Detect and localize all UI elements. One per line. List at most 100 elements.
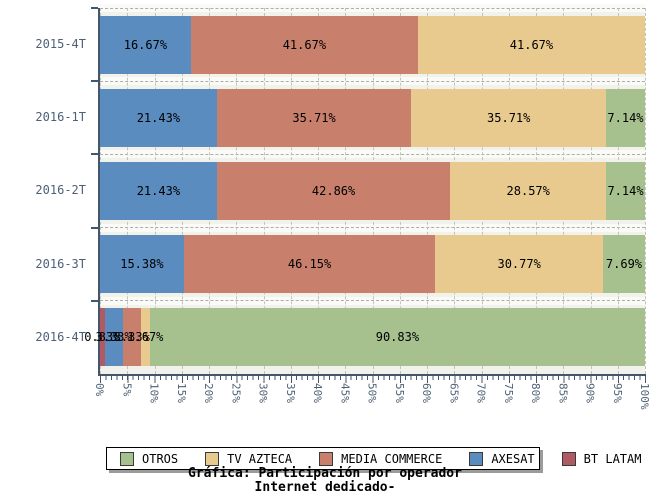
bar-segment-value: 35.71% (487, 110, 531, 125)
x-tick-label: 25% (229, 383, 243, 403)
bar-segment-axesat: 21.43% (100, 162, 217, 220)
y-axis-line (98, 8, 100, 376)
legend-label: MEDIA COMMERCE (341, 451, 443, 466)
legend-item-bt-latam: BT LATAM (561, 451, 642, 466)
category-label: 2016-4T (35, 329, 86, 344)
x-tick-label: 90% (583, 383, 597, 403)
y-axis-tick (91, 80, 98, 83)
x-tick-label: 20% (202, 383, 215, 403)
x-tick-label: 45% (338, 383, 352, 403)
bar-segment-value: 16.67% (123, 37, 168, 52)
plot-area: 16.67% 41.67% 41.67% 21.43% 35.71% 35.71% 7.14… (84, 4, 646, 374)
x-tick-label: 100% (638, 383, 650, 410)
bar-2016-2T: 21.43% 42.86% 28.57% 7.14% (100, 162, 645, 220)
bar-segment-value: 90.83% (375, 330, 420, 345)
bar-segment-value: 0.83% (84, 330, 121, 345)
legend-swatch (561, 451, 576, 466)
legend: OTROS TV AZTECA MEDIA COMMERCE AXESAT BT LAT… (106, 447, 641, 470)
bar-segment-value: 7.69% (605, 257, 643, 272)
x-tick-label: 85% (556, 383, 570, 403)
bar-2016-4T: 0.83% 3.33% 3.33% 1.67% 90.83% (84, 308, 645, 367)
legend-label: TV AZTECA (227, 451, 293, 466)
legend-item-otros: OTROS (120, 451, 179, 466)
gridline-vertical (645, 8, 646, 374)
bar-segment-bt-latam: 0.83% (84, 308, 120, 367)
bar-segment-tv-azteca: 30.77% (435, 235, 604, 294)
bar-segment-tv-azteca: 41.67% (417, 15, 645, 74)
bar-segment-value: 35.71% (292, 110, 336, 125)
bar-segment-otros: 90.83% (149, 308, 645, 367)
x-axis-labels: 0% 5% 10% 15% 20% 25% 30% 35% 40% 45% 50% 55% 60% 65%… (93, 383, 650, 431)
bar-segment-axesat: 16.67% (100, 15, 191, 74)
bar-segment-value: 21.43% (136, 110, 181, 125)
x-tick-label: 15% (174, 383, 188, 403)
chart-title: Gráfica: Participación por operador (188, 466, 462, 481)
bar-segment-value: 3.33% (95, 330, 132, 345)
x-tick-label: 10% (147, 383, 161, 403)
bar-segment-value: 42.86% (311, 184, 356, 198)
bar-segment-value: 15.38% (120, 257, 164, 272)
y-axis-tick (91, 226, 98, 229)
chart-caption: Gráfica: Participación por operador Inte… (0, 467, 650, 495)
bar-segment-media-commerce: 41.67% (190, 15, 418, 74)
x-tick-label: 95% (610, 383, 624, 403)
bar-segment-media-commerce: 42.86% (216, 162, 451, 220)
bar-segment-value: 28.57% (506, 184, 550, 198)
category-label: 2016-2T (35, 183, 86, 198)
x-tick-label: 40% (311, 383, 324, 403)
bar-segment-tv-azteca: 28.57% (450, 162, 607, 220)
legend-item-axesat: AXESAT (469, 451, 535, 466)
x-tick-label: 75% (501, 383, 515, 403)
bar-segment-otros: 7.14% (606, 88, 645, 147)
x-tick-label: 70% (474, 383, 488, 403)
bar-segment-value: 41.67% (509, 37, 554, 52)
legend-swatch (120, 451, 134, 466)
bar-segment-value: 46.15% (287, 257, 332, 272)
bar-2016-1T: 21.43% 35.71% 35.71% 7.14% (100, 88, 645, 147)
legend-label: AXESAT (491, 451, 535, 466)
bar-segment-value: 7.14% (607, 110, 644, 125)
legend-label: BT LATAM (583, 451, 642, 466)
bar-segment-value: 3.33% (113, 330, 150, 345)
x-tick-label: 65% (447, 383, 461, 403)
bar-segment-value: 1.67% (127, 330, 164, 345)
category-label: 2016-1T (35, 110, 86, 125)
x-tick-label: 30% (256, 383, 270, 403)
bar-segment-tv-azteca: 1.67% (127, 308, 163, 367)
x-tick-label: 80% (529, 383, 542, 403)
bar-segment-value: 41.67% (282, 37, 327, 52)
legend-swatch (205, 451, 220, 466)
legend-label: OTROS (142, 451, 179, 466)
y-axis-tick (91, 299, 98, 302)
bar-segment-axesat: 21.43% (100, 88, 217, 147)
bar-segment-value: 7.14% (607, 184, 644, 198)
category-label: 2016-3T (35, 256, 86, 271)
y-axis-tick (91, 153, 98, 156)
x-axis-line (98, 374, 646, 376)
chart-subtitle: Internet dedicado- (254, 480, 396, 495)
x-tick-label: 50% (365, 383, 379, 403)
bar-segment-value: 21.43% (136, 184, 181, 198)
x-tick-label: 35% (283, 383, 297, 403)
bar-segment-axesat: 15.38% (100, 235, 184, 294)
legend-swatch (319, 451, 334, 466)
x-tick-label: 0% (93, 383, 106, 397)
x-tick-label: 55% (392, 383, 406, 403)
bar-segment-media-commerce: 46.15% (183, 235, 436, 294)
y-axis-tick (91, 7, 98, 9)
bar-2016-3T: 15.38% 46.15% 30.77% 7.69% (100, 235, 645, 294)
bar-2015-4T: 16.67% 41.67% 41.67% (100, 15, 645, 74)
legend-item-tv-azteca: TV AZTECA (205, 451, 293, 466)
bar-segment-tv-azteca: 35.71% (411, 88, 606, 147)
bar-segment-value: 30.77% (497, 257, 541, 272)
legend-swatch (469, 451, 484, 466)
category-label: 2015-4T (35, 37, 86, 51)
x-axis-major-ticks (100, 376, 646, 383)
bar-segment-otros: 7.14% (606, 162, 645, 220)
bar-segment-media-commerce: 3.33% (114, 308, 150, 367)
bar-segment-otros: 7.69% (603, 235, 645, 294)
legend-item-media-commerce: MEDIA COMMERCE (319, 451, 443, 466)
x-tick-label: 60% (420, 383, 433, 403)
bar-segment-media-commerce: 35.71% (216, 88, 412, 147)
